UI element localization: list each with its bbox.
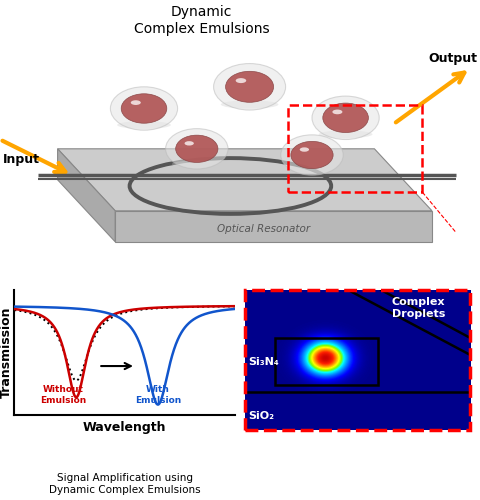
Ellipse shape [291, 142, 333, 169]
Ellipse shape [117, 121, 171, 129]
Ellipse shape [236, 78, 246, 83]
Text: Complex
Droplets: Complex Droplets [392, 297, 445, 318]
Ellipse shape [172, 160, 222, 168]
Text: Optical Resonator: Optical Resonator [217, 224, 311, 234]
Ellipse shape [300, 148, 309, 152]
Text: Without
Emulsion: Without Emulsion [40, 385, 86, 404]
Ellipse shape [319, 130, 372, 138]
Ellipse shape [214, 64, 286, 110]
Bar [275, 338, 378, 385]
X-axis label: Wavelength: Wavelength [83, 420, 167, 434]
Ellipse shape [221, 100, 278, 108]
Text: Signal Amplification using
Dynamic Complex Emulsions: Signal Amplification using Dynamic Compl… [49, 472, 201, 495]
Ellipse shape [110, 87, 178, 130]
Text: Dynamic
Complex Emulsions: Dynamic Complex Emulsions [134, 4, 269, 36]
Polygon shape [115, 211, 432, 242]
Ellipse shape [323, 103, 369, 132]
Ellipse shape [184, 141, 194, 146]
Text: SiO₂: SiO₂ [249, 411, 275, 421]
Ellipse shape [332, 110, 342, 114]
Ellipse shape [166, 128, 228, 169]
Ellipse shape [176, 135, 218, 162]
Text: Si₃N₄: Si₃N₄ [249, 357, 279, 367]
Polygon shape [58, 149, 432, 211]
Text: With
Emulsion: With Emulsion [135, 385, 181, 404]
Text: Input: Input [2, 153, 39, 166]
Text: Output: Output [429, 52, 478, 66]
Ellipse shape [287, 166, 337, 174]
Polygon shape [58, 149, 115, 242]
Ellipse shape [281, 135, 343, 175]
Bar [288, 106, 422, 192]
Bar [245, 290, 470, 430]
Ellipse shape [121, 94, 167, 123]
Ellipse shape [312, 96, 379, 140]
Y-axis label: Transmission: Transmission [0, 306, 13, 398]
Ellipse shape [226, 72, 274, 102]
Ellipse shape [131, 100, 141, 105]
